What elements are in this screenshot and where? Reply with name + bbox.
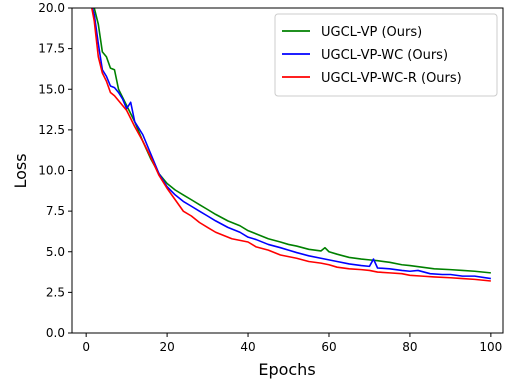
y-tick-label: 15.0	[38, 82, 65, 96]
x-axis-ticks: 0 20 40 60 80 100	[82, 333, 502, 354]
x-tick-label: 40	[240, 340, 255, 354]
x-axis-label: Epochs	[258, 360, 315, 379]
y-axis-ticks: 0.0 2.5 5.0 7.5 10.0 12.5 15.0 17.5 20.0	[38, 1, 72, 340]
legend-label-0: UGCL-VP (Ours)	[321, 25, 422, 40]
x-tick-label: 20	[159, 340, 174, 354]
x-tick-label: 0	[82, 340, 90, 354]
series-line-0	[93, 8, 491, 274]
legend-box	[274, 13, 498, 97]
y-tick-label: 7.5	[46, 204, 65, 218]
y-tick-label: 10.0	[38, 164, 65, 178]
legend-label-1: UGCL-VP-WC (Ours)	[321, 48, 448, 63]
legend-label-2: UGCL-VP-WC-R (Ours)	[321, 71, 462, 86]
y-tick-label: 17.5	[38, 42, 65, 56]
y-tick-label: 5.0	[46, 245, 65, 259]
y-tick-label: 0.0	[46, 326, 65, 340]
series-line-2	[90, 8, 491, 282]
y-axis-label: Loss	[11, 153, 30, 188]
x-tick-label: 100	[479, 340, 502, 354]
legend-items: UGCL-VP (Ours) UGCL-VP-WC (Ours) UGCL-VP-W…	[282, 25, 462, 86]
series-line-1	[91, 8, 491, 280]
y-tick-label: 12.5	[38, 123, 65, 137]
x-tick-label: 60	[321, 340, 336, 354]
y-tick-label: 20.0	[38, 1, 65, 15]
y-tick-label: 2.5	[46, 285, 65, 299]
series-layer	[90, 8, 491, 282]
x-tick-label: 80	[402, 340, 417, 354]
legend: UGCL-VP (Ours) UGCL-VP-WC (Ours) UGCL-VP-W…	[274, 13, 498, 97]
